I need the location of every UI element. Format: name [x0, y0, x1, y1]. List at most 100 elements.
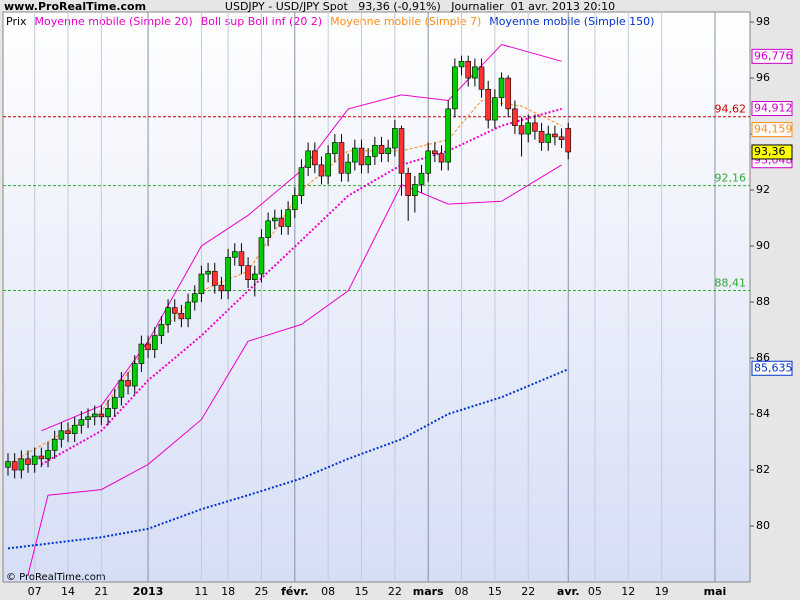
x-tick-label: 08 [455, 585, 469, 598]
candle-body [512, 108, 518, 126]
candle-body [245, 265, 251, 280]
level-label: 94,62 [715, 103, 747, 116]
candle-body [338, 142, 345, 174]
y-tick-label: 98 [756, 15, 770, 28]
candle-body [345, 161, 351, 174]
candle-body [498, 77, 505, 98]
x-tick-label: 14 [61, 585, 75, 598]
candle-body [558, 136, 565, 140]
x-tick-label: 25 [254, 585, 268, 598]
last-value-box [751, 360, 793, 376]
x-tick-label: 21 [94, 585, 108, 598]
candle-body [191, 293, 198, 303]
candle-body [305, 150, 311, 168]
candle-body [231, 251, 238, 258]
candle-body [171, 307, 178, 314]
candle-body [312, 150, 318, 166]
candle-body [418, 172, 425, 185]
last-value-box [751, 144, 793, 160]
candle-body [78, 419, 85, 426]
y-tick-label: 96 [756, 71, 770, 84]
candle-body [11, 461, 18, 471]
moving-average [7, 368, 569, 550]
y-tick-label: 92 [756, 183, 770, 196]
x-tick-label: mars [413, 585, 444, 598]
candle-body [285, 209, 291, 227]
last-value-label: 94,159 [754, 123, 793, 136]
candle-body [438, 153, 445, 163]
chart-title: USDJPY - USD/JPY Spot 93,36 (-0,91%) Jou… [225, 0, 615, 13]
candle-body [485, 88, 492, 121]
candle-body [258, 237, 265, 275]
candle-body [151, 335, 158, 350]
candle-body [552, 133, 558, 138]
candle-body [145, 343, 151, 350]
x-tick-label: 22 [521, 585, 535, 598]
candle-body [505, 77, 512, 110]
candle-body [211, 270, 218, 286]
x-tick-label: 15 [354, 585, 368, 598]
candle-body [178, 312, 185, 320]
last-value-label: 85,635 [754, 361, 793, 374]
candle-body [378, 144, 385, 154]
bollinger-lower [27, 164, 562, 576]
candle-body [492, 97, 498, 121]
candle-body [385, 147, 391, 154]
plot-area [2, 11, 751, 583]
candle-body [332, 142, 338, 154]
candle-body [525, 122, 532, 135]
candle-body [318, 164, 325, 177]
y-tick-label: 80 [756, 519, 770, 532]
candle-body [325, 153, 331, 177]
candle-body [518, 125, 525, 135]
candle-body [478, 66, 485, 90]
candle-body [25, 458, 31, 465]
candle-body [472, 66, 478, 79]
candle-body [218, 284, 225, 292]
candle-body [111, 396, 118, 409]
x-tick-label: 15 [488, 585, 502, 598]
candle-body [158, 324, 165, 336]
y-tick-label: 90 [756, 239, 770, 252]
candle-body [291, 195, 298, 210]
last-value-box [751, 101, 793, 117]
candle-body [372, 144, 378, 157]
last-value-box [751, 122, 793, 138]
candle-body [71, 424, 78, 434]
candle-body [118, 380, 125, 398]
candle-body [58, 430, 65, 440]
level-label: 88,41 [715, 277, 747, 290]
candle-body [452, 66, 458, 110]
candle-body [392, 128, 398, 149]
x-tick-label: 08 [321, 585, 335, 598]
legend-entry: Prix [6, 15, 27, 28]
candle-body [198, 273, 205, 294]
candle-body [405, 172, 411, 196]
candle-body [18, 458, 25, 471]
candle-body [91, 413, 98, 418]
legend-entry: Moyenne mobile (Simple 20) [35, 15, 193, 28]
y-tick-label: 88 [756, 295, 770, 308]
x-tick-label: mai [704, 585, 727, 598]
candle-body [65, 430, 71, 434]
y-tick-label: 84 [756, 407, 770, 420]
x-tick-label: 05 [588, 585, 602, 598]
candle-body [398, 128, 405, 174]
site: www.ProRealTime.com [4, 0, 146, 13]
copyright: © ProRealTime.com [6, 572, 106, 583]
candle-body [412, 184, 418, 196]
legend-entry: Moyenne mobile (Simple 150) [489, 15, 654, 28]
candle-body [85, 416, 91, 420]
y-tick-label: 82 [756, 463, 770, 476]
x-tick-label: 07 [28, 585, 42, 598]
candle-body [465, 60, 472, 79]
candle-body [432, 150, 438, 154]
candle-body [278, 217, 285, 227]
candle-body [545, 133, 552, 143]
x-tick-label: 19 [655, 585, 669, 598]
last-value-label: 94,912 [754, 102, 793, 115]
level-label: 92,16 [715, 172, 747, 185]
last-value-label: 93,36 [754, 145, 786, 158]
candle-body [185, 301, 191, 320]
candle-body [265, 220, 271, 238]
